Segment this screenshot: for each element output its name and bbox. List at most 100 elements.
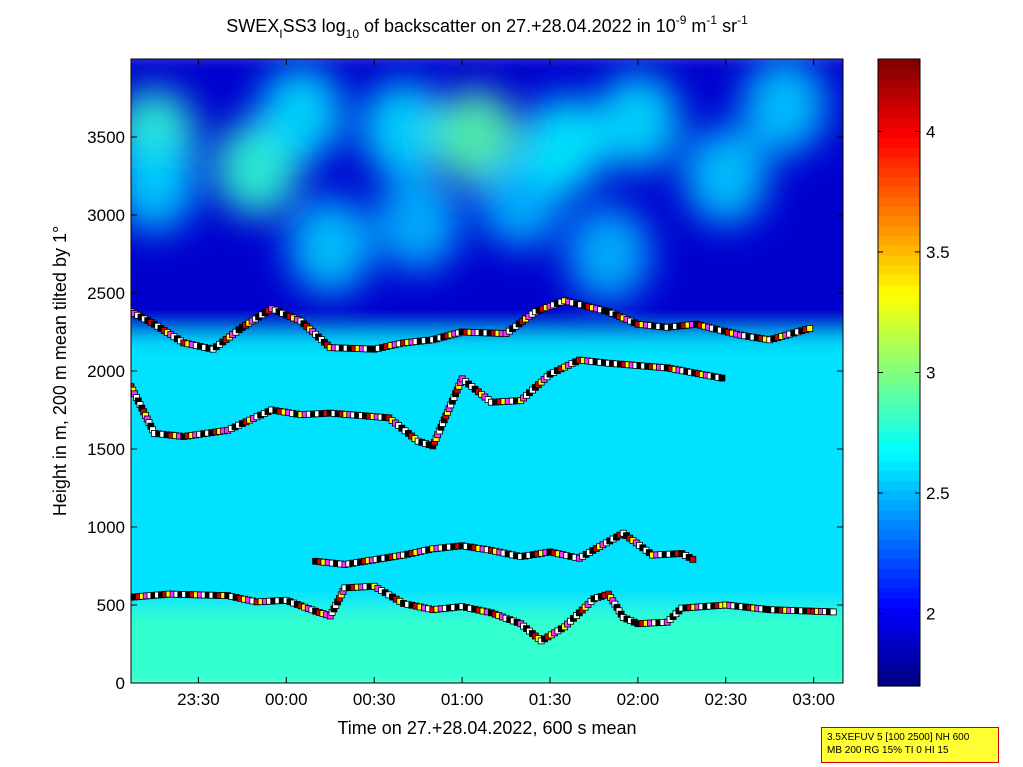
cloud-patch [683,128,768,224]
layer-series-upper-layer [131,297,814,353]
y-tick-label: 3500 [87,128,125,147]
info-line-1: 3.5XEFUV 5 [100 2500] NH 600 [827,732,970,743]
colorbar-segment [878,264,920,276]
x-tick-label: 01:00 [441,690,484,709]
layer-marker [829,608,837,616]
colorbar-segment [878,137,920,148]
colorbar-tick-label: 3 [926,364,935,383]
colorbar-segment [878,362,920,374]
colorbar-segment [878,558,920,570]
colorbar-segment [878,235,920,246]
colorbar-segment [878,568,920,579]
colorbar-segment [878,225,920,236]
colorbar-segment [878,117,920,129]
colorbar-segment [878,499,920,511]
title-sub-1: I [279,27,282,41]
y-tick-label: 2000 [87,362,125,381]
colorbar-segment [878,313,920,325]
plot-area [131,59,843,683]
title-part-e: sr [717,16,737,36]
colorbar-segment [878,107,920,119]
colorbar-tick-label: 3.5 [926,243,950,262]
colorbar-segment [878,441,920,452]
layer-marker [131,383,135,391]
layer-series-mixing-layer [131,582,837,645]
colorbar-segment [878,333,920,344]
layer-marker [718,374,726,382]
y-tick-label: 500 [97,596,125,615]
colorbar-segment [878,78,920,89]
colorbar-segment [878,509,920,521]
layer-series-lower-residual-layer [312,529,697,568]
x-tick-label: 23:30 [177,690,220,709]
colorbar-segment [878,490,920,501]
colorbar-segment [878,519,920,530]
x-tick-label: 02:30 [705,690,748,709]
colorbar-segment [878,59,920,70]
colorbar-segment [878,68,920,80]
y-tick-label: 1000 [87,518,125,537]
colorbar-segment [878,588,920,599]
colorbar-segment [878,245,920,256]
cloud-patch [376,174,461,271]
colorbar-segment [878,88,920,99]
layer-marker [806,325,814,332]
title-part-b: SS3 log [283,16,346,36]
title-sub-2: 10 [346,27,360,41]
heatmap-layer-boundary-layer [131,314,843,608]
x-axis: 23:30 00:00 00:30 01:00 01:30 02:00 02:30 03:00 [177,59,835,709]
colorbar-segment [878,352,920,364]
colorbar-segment [878,303,920,315]
x-tick-label: 02:00 [617,690,660,709]
layer-markers [131,297,837,645]
x-tick-label: 00:30 [353,690,396,709]
colorbar-segment [878,98,920,109]
y-tick-label: 3000 [87,206,125,225]
colorbar-segment [878,127,920,138]
cloud-patch [361,81,446,178]
title-sup-1: -9 [676,13,687,27]
colorbar-segment [878,382,920,393]
info-box: 3.5XEFUV 5 [100 2500] NH 600 MB 200 RG 1… [821,727,999,763]
x-tick-label: 00:00 [265,690,308,709]
x-tick-label: 03:00 [792,690,835,709]
colorbar-segment [878,147,920,158]
y-tick-label: 1500 [87,440,125,459]
colorbar-segment [878,372,920,383]
colorbar-segment [878,411,920,423]
y-tick-label: 0 [116,674,125,693]
x-tick-label: 01:30 [529,690,572,709]
colorbar-segment [878,196,920,207]
colorbar-segment [878,343,920,354]
y-axis-label: Height in m, 200 m mean tilted by 1° [50,226,70,516]
colorbar-segment [878,460,920,472]
colorbar-segment [878,597,920,609]
colorbar-segment [878,284,920,295]
colorbar-tick-label: 2.5 [926,484,950,503]
cloud-patch [595,73,680,170]
colorbar-segment [878,323,920,334]
colorbar-segment [878,470,920,481]
colorbar-segment [878,539,920,550]
title-sup-3: -1 [737,13,748,27]
colorbar-segment [878,637,920,648]
colorbar-segment [878,176,920,187]
colorbar-segment [878,274,920,285]
y-tick-label: 2500 [87,284,125,303]
title-sup-2: -1 [706,13,717,27]
layer-series-middle-layer [131,356,726,450]
colorbar-segment [878,254,920,266]
title-part-a: SWEX [226,16,279,36]
colorbar-segment [878,607,920,619]
colorbar-tick-label: 4 [926,122,935,141]
colorbar-segment [878,548,920,560]
colorbar: 2 2.5 3 3.5 4 [877,58,950,687]
colorbar-segment [878,676,920,687]
colorbar-segment [878,529,920,540]
colorbar-segment [878,627,920,638]
colorbar-segment [878,156,920,168]
colorbar-segment [878,205,920,217]
colorbar-segment [878,215,920,227]
cloud-patch [566,206,651,302]
